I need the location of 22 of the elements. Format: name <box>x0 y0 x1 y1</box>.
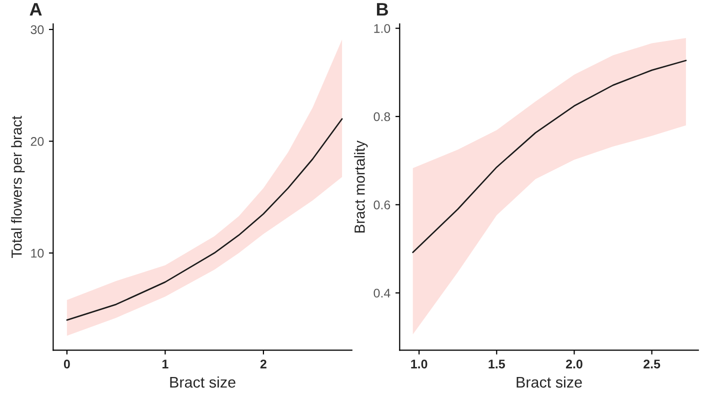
x-tick-label: 1.5 <box>488 360 505 368</box>
y-axis-title: Bract mortality <box>354 140 368 232</box>
x-axis-title: Bract size <box>170 376 236 388</box>
chart-title: A <box>30 3 42 16</box>
y-tick-label: 0.6 <box>374 200 390 210</box>
x-tick-label: 1.0 <box>411 360 428 368</box>
line-series <box>66 118 343 321</box>
x-tick-label: 1 <box>162 360 168 368</box>
y-tick-label: 0.4 <box>374 288 390 298</box>
chart-title: B <box>376 3 388 16</box>
y-tick-label: 20 <box>30 137 44 146</box>
x-axis-title: Bract size <box>516 376 582 388</box>
y-axis-title: Total flowers per bract <box>11 116 25 258</box>
line-series <box>412 60 687 254</box>
x-tick-label: 2 <box>260 360 266 368</box>
y-tick-label: 1.0 <box>374 24 390 33</box>
x-tick-label: 0 <box>64 360 70 368</box>
y-tick-label: 30 <box>30 25 44 34</box>
x-tick-label: 2.5 <box>644 360 660 368</box>
y-tick-label: 10 <box>31 248 44 258</box>
y-tick-label: 0.8 <box>374 112 390 122</box>
x-tick-label: 2.0 <box>566 360 582 368</box>
